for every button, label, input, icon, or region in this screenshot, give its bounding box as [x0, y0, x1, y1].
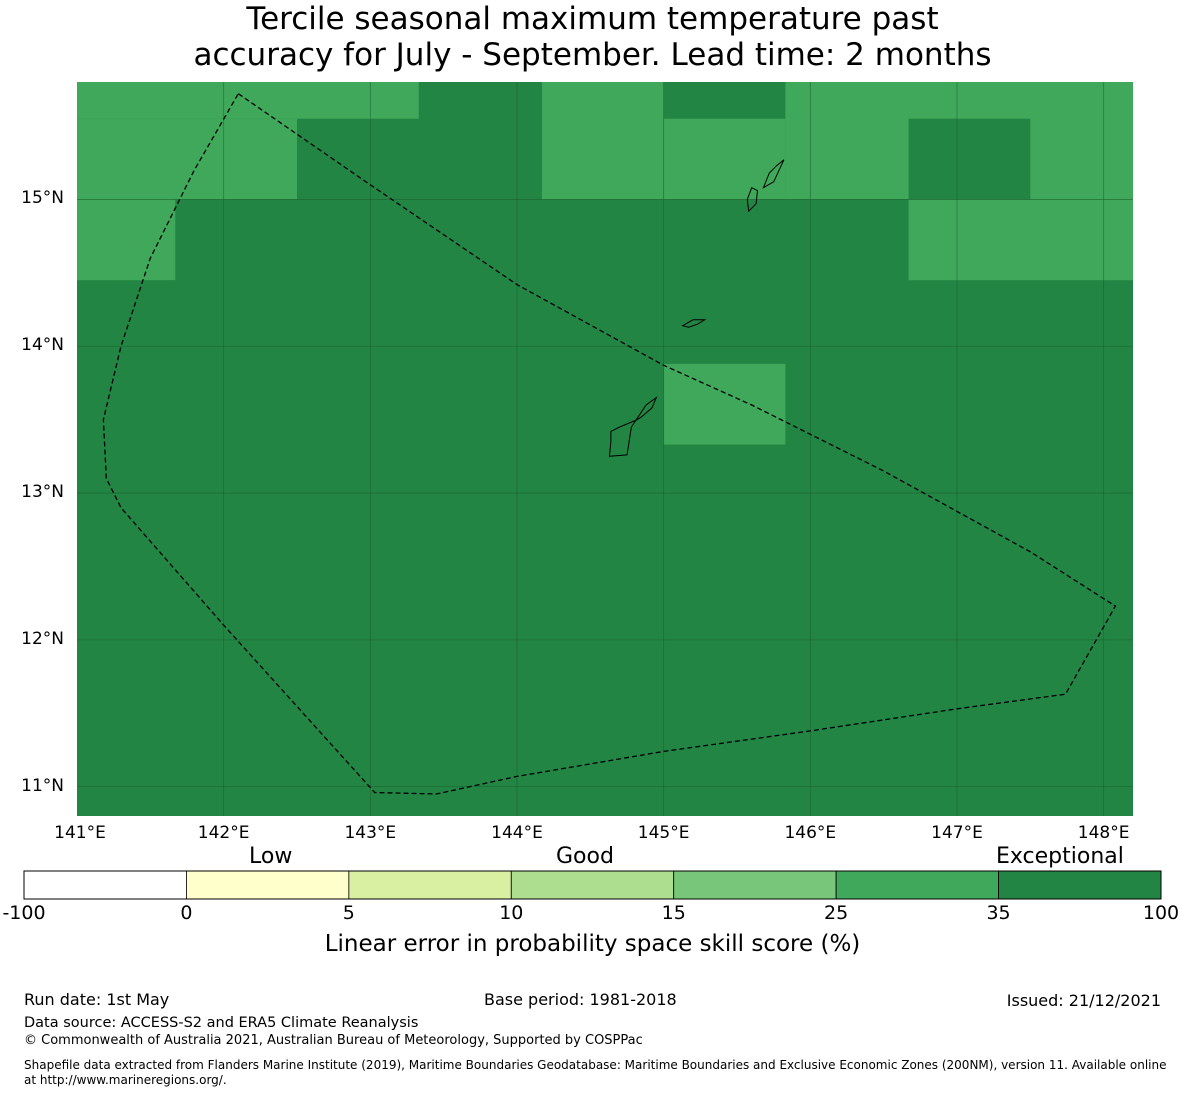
grid-cell-25-35	[77, 118, 297, 200]
map-title-line-2: accuracy for July - September. Lead time…	[193, 37, 992, 73]
island-tinian	[746, 187, 759, 213]
colorbar-segment	[835, 870, 999, 900]
colorbar-segment	[23, 870, 187, 900]
colorbar-segment	[673, 870, 837, 900]
lon-tick-label: 141°E	[54, 823, 106, 843]
data-source: Data source: ACCESS-S2 and ERA5 Climate …	[24, 1015, 419, 1031]
grid-cell-25-35	[908, 199, 1133, 281]
shapefile-credit: Shapefile data extracted from Flanders M…	[24, 1058, 1167, 1087]
lon-tick-label: 148°E	[1077, 823, 1130, 843]
grid-cell-25-35	[77, 199, 176, 281]
eez-boundary-dashed	[102, 93, 1117, 795]
colorbar-segment	[348, 870, 512, 900]
lat-tick-label: 13°N	[21, 482, 64, 503]
grid-cell-25-35	[663, 118, 786, 200]
grid-cell-35-100	[908, 118, 1031, 200]
colorbar	[23, 870, 1162, 900]
grid-cell-25-35	[541, 82, 664, 200]
colorbar-label: Linear error in probability space skill …	[324, 931, 861, 957]
colorbar-tick: 35	[986, 902, 1011, 924]
lat-tick-label: 12°N	[21, 628, 64, 649]
colorbar-tick: 0	[180, 902, 193, 924]
colorbar-category-low: Low	[249, 844, 293, 869]
colorbar-category-exceptional: Exceptional	[996, 844, 1124, 869]
island-outlines	[608, 159, 785, 457]
lon-tick-label: 145°E	[637, 823, 690, 843]
issued-date: Issued: 21/12/2021	[1006, 991, 1161, 1010]
lat-tick-label: 11°N	[21, 775, 64, 796]
map-title-line-1: Tercile seasonal maximum temperature pas…	[246, 1, 939, 37]
lat-tick-label: 15°N	[21, 188, 64, 209]
colorbar-tick: 25	[824, 902, 849, 924]
graticule-lines	[77, 82, 1133, 816]
colorbar-tick: 15	[661, 902, 686, 924]
colorbar-tick: 100	[1142, 902, 1180, 924]
lon-tick-label: 144°E	[491, 823, 543, 843]
colorbar-segment	[998, 870, 1162, 900]
lon-tick-label: 147°E	[931, 823, 983, 843]
colorbar-tick: 5	[342, 902, 355, 924]
island-guam	[608, 396, 658, 457]
colorbar-category-good: Good	[556, 844, 614, 869]
island-saipan	[762, 159, 785, 189]
lat-tick-label: 14°N	[21, 335, 64, 356]
island-rota	[681, 319, 707, 328]
grid-cell-25-35	[663, 363, 786, 445]
lon-tick-label: 142°E	[197, 823, 250, 843]
lon-tick-label: 143°E	[344, 823, 397, 843]
colorbar-segment	[186, 870, 350, 900]
lon-tick-label: 146°E	[784, 823, 837, 843]
run-date: Run date: 1st May	[24, 990, 170, 1009]
copyright-notice: © Commonwealth of Australia 2021, Austra…	[24, 1033, 643, 1048]
base-period: Base period: 1981-2018	[484, 990, 677, 1009]
colorbar-frame	[23, 870, 1162, 900]
colorbar-tick: 10	[499, 902, 524, 924]
colorbar-segment	[510, 870, 675, 900]
colorbar-tick: -100	[2, 902, 46, 924]
